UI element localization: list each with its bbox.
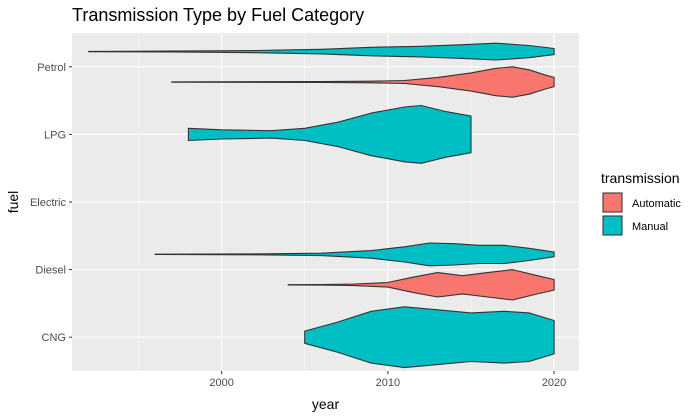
violin-automatic-diesel — [287, 269, 555, 301]
violin-manual-cng — [304, 306, 555, 369]
legend-title: transmission — [601, 170, 680, 186]
legend: transmission Automatic Manual — [601, 170, 681, 236]
x-tick-label: 2010 — [376, 377, 400, 389]
violin-automatic-petrol — [171, 66, 555, 98]
violin-manual-petrol — [88, 42, 555, 61]
y-tick-label: Electric — [30, 197, 67, 209]
violin-layer — [88, 42, 555, 369]
x-axis: 2000 2010 2020 — [209, 371, 566, 389]
chart-title: Transmission Type by Fuel Category — [72, 5, 364, 25]
y-tick-label: LPG — [44, 129, 66, 141]
legend-label-manual: Manual — [632, 221, 668, 233]
legend-label-automatic: Automatic — [632, 198, 681, 210]
legend-swatch-manual — [602, 215, 623, 236]
x-axis-title: year — [312, 396, 340, 412]
x-tick-label: 2020 — [542, 377, 566, 389]
y-axis-title: fuel — [5, 191, 21, 214]
violin-manual-diesel — [154, 242, 555, 267]
legend-swatch-automatic — [602, 192, 623, 213]
y-tick-label: CNG — [42, 332, 66, 344]
y-tick-label: Petrol — [37, 62, 66, 74]
x-tick-label: 2000 — [209, 377, 233, 389]
y-tick-label: Diesel — [35, 265, 66, 277]
violin-manual-lpg — [187, 104, 472, 164]
y-axis: CNG Diesel Electric LPG Petrol — [30, 62, 72, 344]
